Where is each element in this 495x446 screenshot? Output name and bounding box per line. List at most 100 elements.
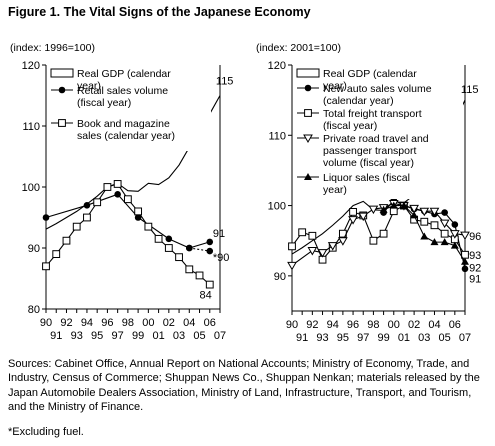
x-tick-label: 00 — [388, 319, 400, 331]
legend-marker — [304, 109, 312, 117]
data-point — [409, 204, 419, 214]
legend-label: year) — [323, 80, 347, 92]
data-point — [379, 205, 388, 213]
legend-swatch — [296, 68, 320, 78]
legend-label: year) — [323, 184, 347, 196]
legend-label: Liquor sales (fiscal — [323, 172, 410, 184]
x-tick-label: 98 — [122, 317, 134, 329]
data-point — [451, 221, 459, 228]
x-tick-label: 07 — [459, 332, 471, 344]
data-point — [164, 244, 173, 252]
sources-text: Sources: Cabinet Office, Annual Report o… — [8, 358, 480, 413]
data-point — [288, 242, 296, 251]
data-point — [175, 253, 183, 262]
x-tick-label: 06 — [449, 319, 461, 331]
y-tick-label: 110 — [268, 130, 286, 142]
data-point — [154, 234, 163, 243]
data-point — [327, 242, 338, 251]
data-point — [144, 222, 153, 231]
data-point — [368, 205, 379, 215]
legend-marker — [304, 84, 312, 92]
chart-panel-right: (index: 2001=100) 90 100 110 120 90 92 94 96 98 00… — [256, 42, 481, 344]
data-point — [440, 238, 449, 246]
annotation-label: 84 — [200, 289, 212, 301]
x-tick-label: 01 — [398, 332, 410, 344]
data-point — [389, 207, 398, 216]
data-point — [419, 207, 430, 217]
data-point — [114, 191, 121, 198]
data-point — [429, 207, 440, 217]
series-line-3 — [291, 202, 466, 266]
legend-marker — [304, 173, 312, 180]
data-point — [205, 280, 214, 289]
footnote: *Excluding fuel. — [8, 426, 84, 438]
data-point — [358, 212, 369, 222]
index-label: (index: 2001=100) — [256, 42, 341, 54]
data-point — [72, 222, 81, 231]
data-point — [308, 231, 317, 240]
x-tick-label: 95 — [337, 332, 349, 344]
data-point — [399, 201, 408, 209]
data-point — [430, 238, 439, 246]
x-tick-label: 05 — [439, 332, 451, 344]
annotation-label: 96 — [469, 231, 481, 243]
legend-label: Retail sales volume — [77, 85, 168, 97]
x-tick-label: 03 — [418, 332, 430, 344]
data-point — [93, 198, 102, 207]
x-tick-label: 92 — [306, 319, 318, 331]
data-point — [206, 247, 214, 255]
data-point — [298, 228, 307, 237]
data-point — [461, 265, 469, 273]
data-point — [317, 249, 328, 258]
x-tick-label: 94 — [81, 317, 93, 329]
annotation-label: 93 — [469, 250, 481, 262]
x-tick-label: 97 — [357, 332, 369, 344]
data-point — [338, 237, 348, 246]
legend-label: (calendar year) — [323, 95, 394, 107]
x-tick-label: 06 — [204, 317, 216, 329]
data-point — [439, 219, 450, 229]
data-point — [450, 241, 459, 249]
data-point — [52, 250, 61, 258]
data-point — [134, 214, 142, 221]
legend-background — [47, 64, 211, 151]
x-tick-label: 01 — [152, 330, 164, 342]
data-point — [185, 265, 194, 274]
legend-marker — [58, 119, 66, 127]
x-tick-label: 90 — [40, 317, 52, 329]
legend-label: New auto sales volume — [323, 83, 432, 95]
data-point — [420, 232, 429, 240]
data-point — [113, 180, 122, 188]
y-tick-label: 120 — [268, 60, 286, 72]
legend-label: passenger transport — [323, 145, 416, 157]
x-tick-label: 93 — [71, 330, 83, 342]
annotation-label: 91 — [469, 274, 481, 286]
data-point — [42, 262, 50, 271]
legend-background — [293, 64, 463, 199]
x-tick-label: 97 — [112, 330, 124, 342]
y-tick-label: 90 — [274, 271, 286, 283]
legend-label: Real GDP (calendar — [77, 68, 171, 80]
annotation-label: *90 — [213, 252, 230, 264]
y-tick-label: 100 — [22, 182, 40, 194]
x-tick-label: 99 — [132, 330, 144, 342]
data-point — [103, 183, 112, 191]
x-tick-label: 05 — [193, 330, 205, 342]
legend-label: year) — [77, 80, 101, 92]
data-point — [379, 229, 388, 238]
data-point — [460, 231, 470, 241]
data-point — [410, 211, 419, 219]
series-line-3 — [189, 247, 210, 252]
data-point — [441, 209, 448, 216]
data-point — [206, 238, 214, 246]
x-tick-label: 00 — [142, 317, 154, 329]
x-tick-label: 99 — [377, 332, 389, 344]
data-point — [42, 214, 50, 221]
data-point — [348, 216, 358, 225]
legend-label: (fiscal year) — [77, 97, 131, 109]
data-point — [430, 221, 439, 230]
x-tick-label: 92 — [60, 317, 72, 329]
